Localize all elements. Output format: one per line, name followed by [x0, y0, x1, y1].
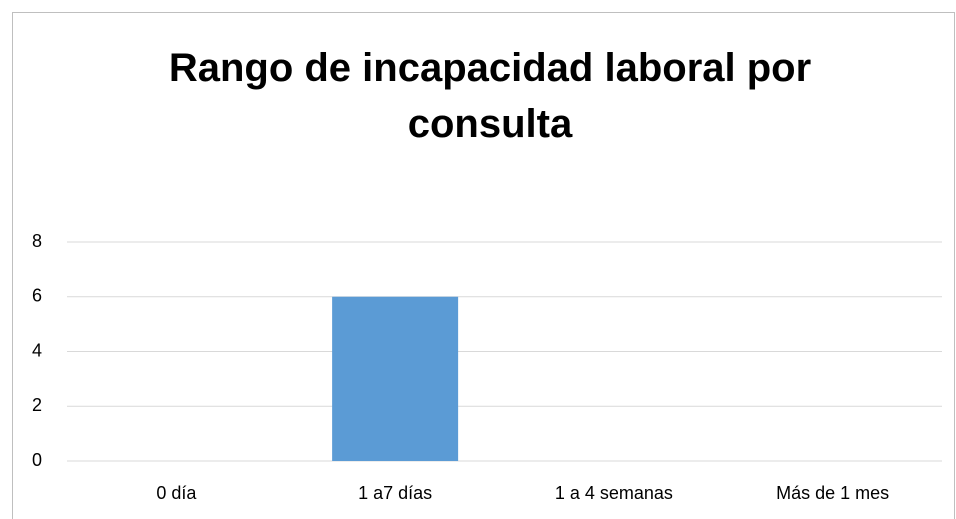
- chart-title: Rango de incapacidad laboral por consult…: [168, 46, 812, 146]
- y-tick-label: 8: [32, 231, 42, 251]
- x-tick-label: 0 día: [156, 483, 197, 503]
- x-tick-label: 1 a 4 semanas: [555, 483, 673, 503]
- x-tick-label: 1 a7 días: [358, 483, 432, 503]
- bar: [332, 296, 459, 461]
- y-tick-label: 0: [32, 450, 42, 470]
- y-tick-label: 4: [32, 340, 42, 360]
- chart-border: [12, 12, 955, 519]
- x-tick-label: Más de 1 mes: [776, 483, 889, 503]
- y-tick-label: 6: [32, 286, 42, 306]
- y-tick-label: 2: [32, 395, 42, 415]
